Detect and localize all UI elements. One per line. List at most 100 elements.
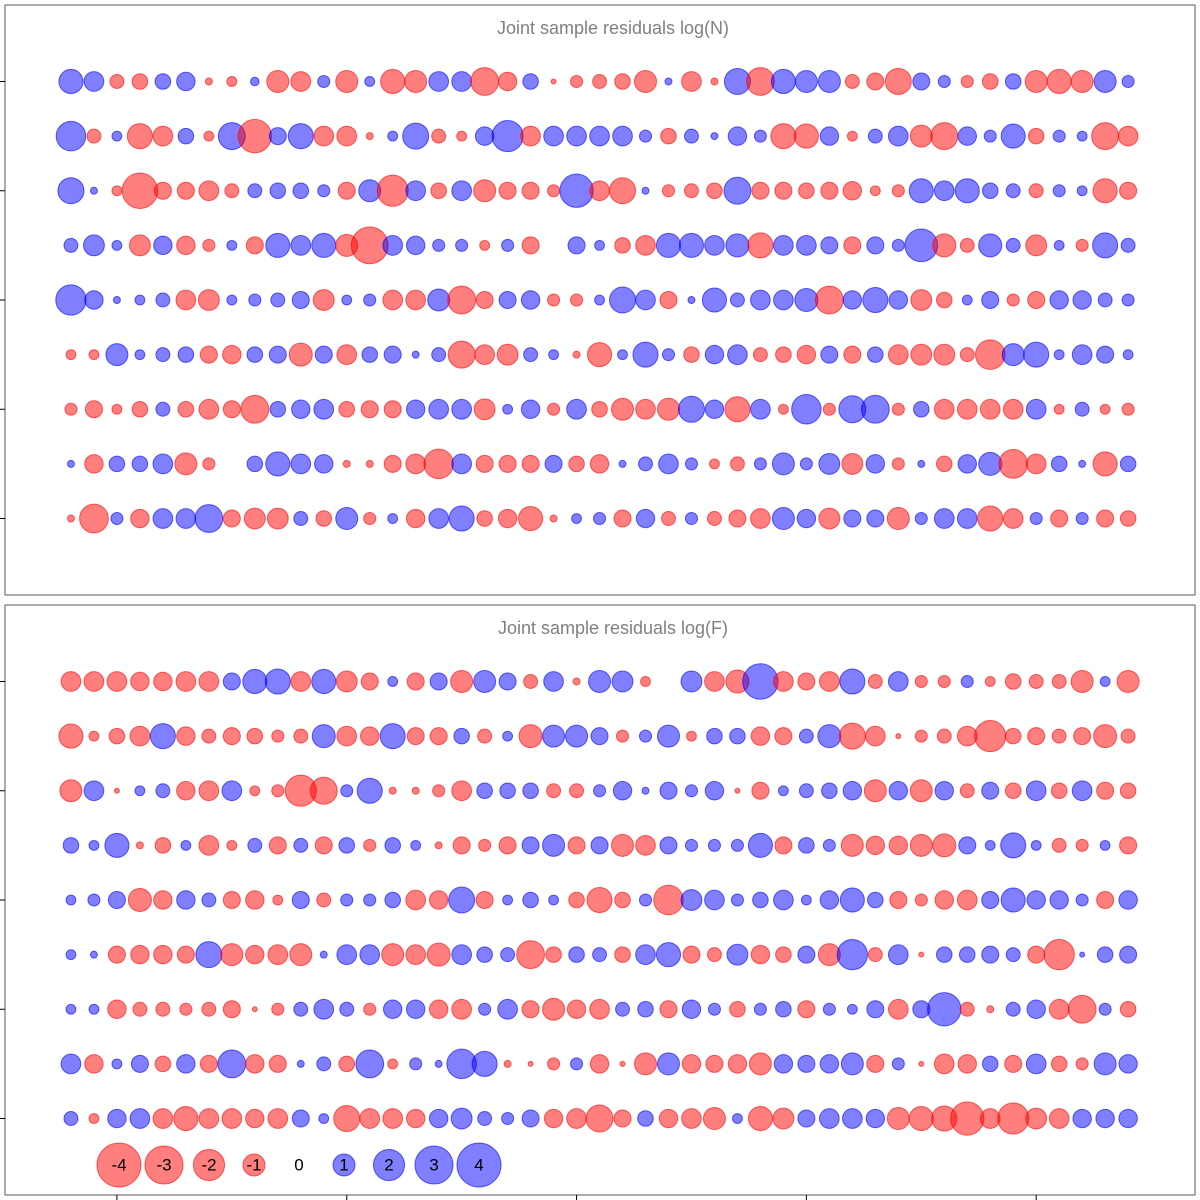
bubble <box>272 894 284 906</box>
bubble <box>361 346 379 363</box>
legend-label: 2 <box>384 1155 393 1174</box>
bubble <box>914 511 928 526</box>
bubble <box>451 944 472 965</box>
bubble <box>927 992 962 1027</box>
bubble <box>518 505 544 532</box>
bubble <box>1075 238 1089 252</box>
bubble <box>432 238 446 252</box>
bubble <box>199 345 218 364</box>
bubble <box>359 944 381 965</box>
bubble <box>773 289 794 311</box>
bubble <box>291 1109 310 1128</box>
bubble <box>704 781 725 801</box>
bubble <box>107 1108 127 1129</box>
bubble <box>251 1006 258 1013</box>
bubble <box>365 459 374 468</box>
bubble <box>543 671 564 692</box>
bubble <box>217 1049 247 1079</box>
bubble <box>474 344 495 365</box>
bubble <box>428 999 449 1019</box>
bubble <box>428 398 450 420</box>
bubble <box>521 1109 540 1128</box>
bubble <box>839 668 866 695</box>
bubble <box>1043 938 1075 971</box>
bubble <box>104 832 130 858</box>
bubble <box>226 294 238 306</box>
bubble <box>338 400 356 418</box>
bubble <box>773 235 794 256</box>
bubble <box>475 290 494 310</box>
bubble <box>912 72 931 91</box>
bubble <box>1119 181 1138 200</box>
bubble <box>55 284 87 316</box>
bubble <box>1051 837 1067 853</box>
bubble <box>1075 511 1089 526</box>
bubble <box>836 938 869 971</box>
bubble <box>520 125 541 147</box>
bubble <box>410 839 422 851</box>
bubble <box>521 1000 540 1019</box>
bubble <box>638 893 653 907</box>
bubble <box>291 290 310 310</box>
bubble <box>1026 999 1046 1019</box>
bubble <box>656 1052 680 1076</box>
bubble <box>405 180 427 202</box>
bubble <box>589 454 610 474</box>
bubble <box>88 1113 100 1124</box>
bubble <box>774 181 793 200</box>
bubble <box>522 73 539 90</box>
bubble <box>568 891 585 909</box>
bubble <box>748 1052 772 1076</box>
bubble <box>111 1058 123 1070</box>
bubble <box>1097 292 1113 308</box>
bubble <box>176 235 196 256</box>
bubble <box>245 944 265 965</box>
bubble <box>571 513 582 524</box>
bubble <box>198 671 220 692</box>
bubble <box>774 727 793 746</box>
bubble <box>250 76 260 87</box>
bubble <box>753 129 767 143</box>
bubble <box>89 950 98 959</box>
bubble <box>1075 893 1089 907</box>
bubble <box>753 1002 767 1016</box>
bubble <box>641 186 650 195</box>
bubble <box>680 670 703 693</box>
bubble <box>176 781 196 801</box>
bubble <box>656 724 680 748</box>
bubble <box>819 126 840 146</box>
bubble <box>568 946 585 963</box>
bubble <box>1004 673 1022 690</box>
bubble <box>796 508 817 529</box>
legend-label: -1 <box>246 1155 261 1174</box>
bubble <box>681 71 702 92</box>
bubble <box>842 1108 863 1129</box>
bubble <box>387 130 399 142</box>
bubble <box>820 345 839 364</box>
bubble <box>430 182 447 200</box>
bubble <box>222 1000 241 1019</box>
bubble <box>473 669 497 693</box>
bubble <box>1006 293 1020 307</box>
bubble <box>846 1003 858 1015</box>
bubble <box>1119 455 1137 473</box>
bubble <box>1120 237 1136 253</box>
bubble <box>547 293 561 307</box>
bubble <box>501 1111 515 1126</box>
bubble <box>914 893 928 907</box>
bubble <box>201 728 217 744</box>
bubble <box>406 672 425 691</box>
bubble <box>222 400 241 419</box>
bubble <box>1025 453 1047 475</box>
bubble <box>1050 509 1069 528</box>
bubble <box>360 672 379 691</box>
bubble <box>364 76 376 87</box>
bubble <box>842 781 863 801</box>
bubble <box>817 724 842 749</box>
bubble <box>222 509 241 528</box>
bubble <box>1093 724 1118 749</box>
bubble <box>131 455 149 473</box>
bubble <box>706 947 722 963</box>
bubble <box>265 451 291 477</box>
bubble <box>363 293 377 307</box>
